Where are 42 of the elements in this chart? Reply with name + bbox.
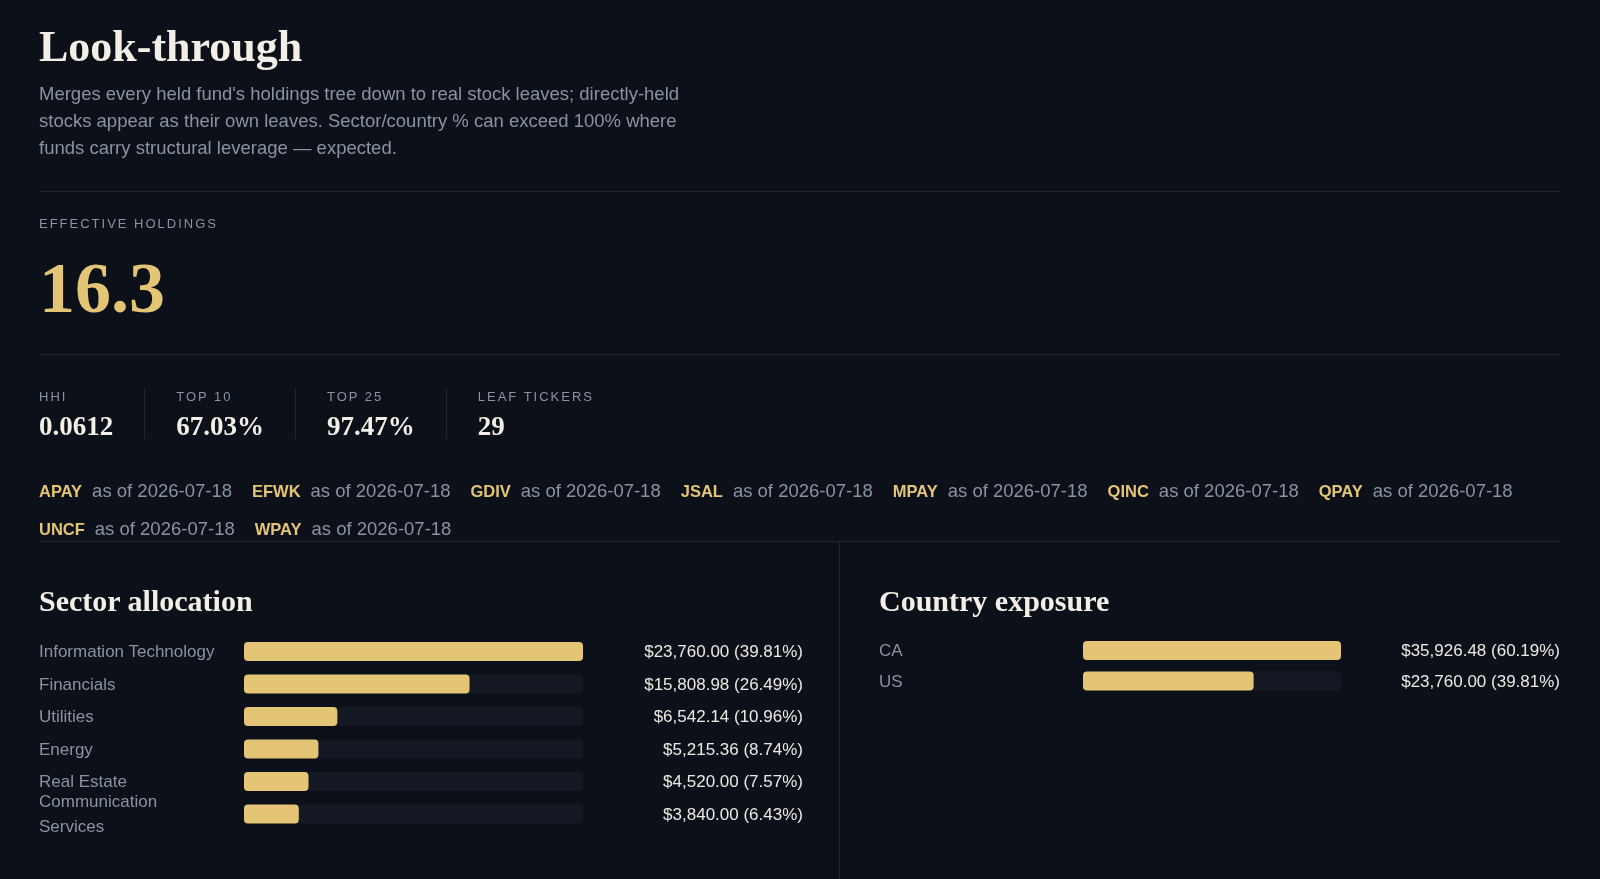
text: 97.47% xyxy=(327,411,415,441)
text: Look-through xyxy=(39,22,303,71)
y-tick-label: Energy xyxy=(39,739,94,759)
data-label: $35,926.48 (60.19%) xyxy=(1401,641,1560,660)
data-label: $23,760.00 (39.81%) xyxy=(644,642,803,661)
text: 16.3 xyxy=(39,248,165,328)
text: JSAL as of 2026-07-18 xyxy=(680,478,873,503)
y-tick-label: US xyxy=(879,671,903,691)
text: UNCF as of 2026-07-18 xyxy=(39,516,235,541)
data-label: $4,520.00 (7.57%) xyxy=(663,772,803,791)
data-label: $23,760.00 (39.81%) xyxy=(1401,671,1560,691)
y-tick-label: Real Estate xyxy=(39,771,127,791)
data-label: $15,808.98 (26.49%) xyxy=(644,674,803,694)
text: LEAF TICKERS xyxy=(477,388,594,404)
text: 29 xyxy=(477,411,505,441)
text: QPAY as of 2026-07-18 xyxy=(1318,478,1513,503)
text: EFWK as of 2026-07-18 xyxy=(252,478,451,503)
y-tick-label: CA xyxy=(879,640,904,660)
text: GDIV as of 2026-07-18 xyxy=(470,478,661,503)
y-tick-label: Communication Services xyxy=(39,791,158,836)
text: 67.03% xyxy=(176,411,264,441)
y-tick-label: Financials xyxy=(39,674,116,694)
y-tick-label: Information Technology xyxy=(39,641,215,661)
text: EFFECTIVE HOLDINGS xyxy=(39,216,219,231)
text: TOP 10 xyxy=(176,388,233,404)
text: TOP 25 xyxy=(327,388,384,404)
y-tick-label: Utilities xyxy=(39,706,94,726)
data-label: $5,215.36 (8.74%) xyxy=(663,739,803,759)
bar xyxy=(244,804,299,824)
text: Merges every held fund's holdings tree down to real stock leaves; directly-held stocks appear as their own leaves. Sector/country % can exceed 100% where funds carry structural leverage — expected. xyxy=(39,83,680,158)
text: WPAY as of 2026-07-18 xyxy=(254,516,452,541)
bar xyxy=(244,772,309,791)
text: 0.0612 xyxy=(39,411,114,441)
chart-title: Country exposure xyxy=(879,584,1110,617)
data-label: $3,840.00 (6.43%) xyxy=(663,804,803,824)
text: APAY as of 2026-07-18 xyxy=(39,478,232,503)
chart-title: Sector allocation xyxy=(39,584,253,617)
text: HHI xyxy=(39,388,68,404)
bar xyxy=(244,739,319,759)
text: QINC as of 2026-07-18 xyxy=(1107,478,1299,503)
data-label: $6,542.14 (10.96%) xyxy=(653,707,803,726)
text: MPAY as of 2026-07-18 xyxy=(892,478,1088,503)
